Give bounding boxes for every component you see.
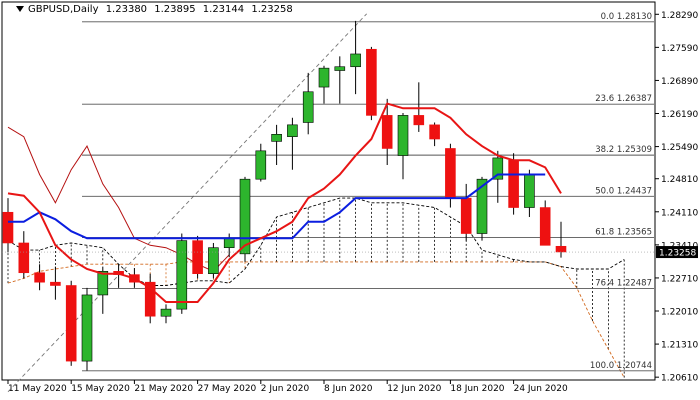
candle-body: [50, 281, 61, 286]
fib-level-label: 50.0 1.24437: [595, 186, 652, 196]
candle-body: [239, 178, 251, 255]
x-tick-label: 2 Jun 2020: [261, 384, 310, 394]
open-value: 1.23380: [105, 4, 148, 15]
candle-body: [81, 294, 93, 362]
candle-body: [476, 178, 488, 234]
senkou-span-b-line: [7, 197, 625, 286]
candle-body: [445, 148, 456, 199]
candle-body: [524, 174, 535, 208]
candle-body: [18, 242, 30, 274]
x-tick-label: 12 Jun 2020: [387, 384, 441, 394]
low-value: 1.23144: [202, 4, 245, 15]
x-tick-label: 18 Jun 2020: [450, 384, 504, 394]
candle-body: [397, 115, 409, 156]
y-tick-label: 1.22010: [661, 308, 698, 318]
x-tick-label: 11 May 2020: [8, 384, 67, 394]
candle-body: [413, 115, 425, 126]
close-value: 1.23258: [251, 4, 293, 15]
x-tick-label: 15 May 2020: [71, 384, 130, 394]
y-tick-label: 1.22710: [661, 274, 698, 284]
candle-body: [287, 124, 298, 137]
candle-body: [460, 197, 472, 234]
candle-body: [255, 150, 267, 180]
candle-body: [144, 281, 156, 317]
y-tick-label: 1.26890: [661, 77, 698, 87]
candle-body: [208, 247, 219, 274]
x-tick-label: 27 May 2020: [198, 384, 257, 394]
candle-body: [160, 308, 172, 317]
symbol-dropdown-icon[interactable]: [16, 6, 24, 12]
candle-body: [539, 207, 551, 246]
candle-body: [97, 271, 109, 296]
high-value: 1.23895: [154, 4, 196, 15]
x-tick-label: 8 Jun 2020: [324, 384, 373, 394]
tenkan-sen-line: [7, 102, 562, 303]
y-tick-label: 1.24110: [661, 208, 698, 218]
fib-level-label: 23.6 1.26387: [595, 94, 652, 104]
fib-level-label: 0.0 1.28130: [601, 12, 652, 22]
candle-body: [508, 159, 519, 208]
candle-body: [492, 157, 504, 180]
candle-body: [271, 134, 282, 142]
y-tick-label: 1.21310: [661, 341, 698, 351]
fib-level-label: 38.2 1.25309: [595, 145, 652, 155]
candle-body: [318, 67, 330, 88]
x-tick-label: 24 Jun 2020: [514, 384, 568, 394]
candle-body: [176, 240, 188, 310]
current-price-tag: [656, 246, 698, 259]
current-price-label: 1.23258: [659, 249, 696, 259]
candle-body: [429, 124, 440, 140]
trend-line: [7, 13, 367, 393]
y-tick-label: 1.24810: [661, 175, 698, 185]
fib-level-label: 76.4 1.22487: [595, 278, 652, 288]
candle-body: [555, 245, 567, 253]
candle-body: [381, 115, 393, 149]
candle-body: [34, 272, 45, 283]
candle-body: [350, 53, 361, 68]
candle-body: [366, 48, 377, 116]
fib-level-label: 61.8 1.23565: [595, 228, 652, 238]
candle-body: [223, 237, 235, 248]
candle-body: [2, 211, 14, 244]
y-tick-label: 1.20610: [661, 374, 698, 384]
x-tick-label: 21 May 2020: [134, 384, 193, 394]
candle-body: [65, 285, 77, 362]
symbol-label: GBPUSD,Daily: [28, 4, 99, 15]
y-tick-label: 1.28290: [661, 11, 698, 21]
senkou-span-a-line: [7, 261, 625, 378]
y-tick-label: 1.26190: [661, 110, 698, 120]
plot-frame: [1, 1, 656, 381]
kijun-sen-line: [8, 173, 546, 240]
candle-body: [334, 66, 346, 71]
candle-body: [192, 240, 203, 274]
fib-level-label: 100.0 1.20744: [590, 361, 652, 371]
chart-header: GBPUSD,Daily 1.23380 1.23895 1.23144 1.2…: [16, 4, 297, 15]
candle-body: [302, 91, 314, 123]
y-tick-label: 1.25490: [661, 143, 698, 153]
y-tick-label: 1.27590: [661, 44, 698, 54]
